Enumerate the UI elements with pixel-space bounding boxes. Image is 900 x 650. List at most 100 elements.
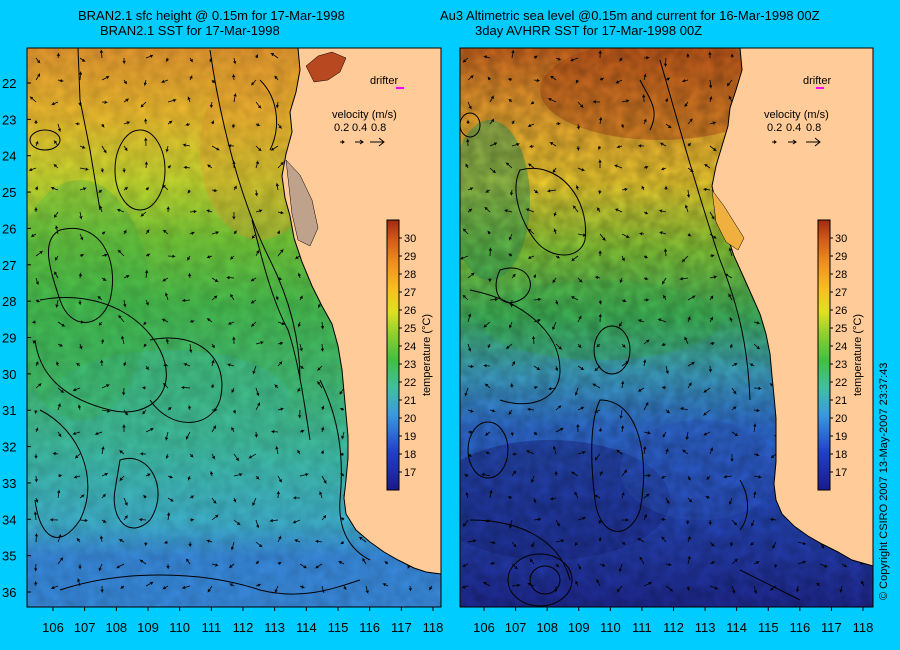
- velocity-arrow: [316, 380, 323, 389]
- velocity-arrow: [463, 474, 469, 478]
- lat-tick-label: 23: [2, 112, 16, 127]
- left-map-frame: [26, 47, 442, 608]
- velocity-arrow: [382, 583, 389, 587]
- velocity-arrow: [140, 211, 147, 218]
- velocity-arrow: [489, 167, 497, 174]
- velocity-arrow: [819, 563, 829, 568]
- velocity-arrow: [643, 431, 652, 435]
- velocity-arrow: [709, 275, 718, 279]
- velocity-arrow: [704, 495, 711, 499]
- velocity-arrow: [187, 475, 191, 481]
- velocity-arrow: [547, 98, 557, 103]
- velocity-arrow: [577, 516, 587, 521]
- velocity-arrow: [751, 519, 755, 527]
- velocity-arrow: [274, 585, 279, 594]
- velocity-arrow: [577, 563, 582, 570]
- velocity-arrow: [706, 475, 711, 481]
- velocity-arrow: [730, 541, 734, 548]
- velocity-arrow: [211, 119, 214, 125]
- velocity-arrow: [116, 563, 125, 569]
- velocity-arrow: [599, 116, 603, 125]
- colorbar-tick-label: 22: [404, 377, 416, 389]
- velocity-arrow: [180, 385, 191, 390]
- colorbar-tick-label: 22: [835, 377, 847, 389]
- velocity-arrow: [684, 101, 689, 108]
- velocity-arrow: [53, 164, 59, 169]
- velocity-arrow: [101, 519, 107, 523]
- velocity-arrow: [34, 454, 38, 460]
- velocity-arrow: [296, 449, 301, 455]
- velocity-arrow: [320, 343, 325, 353]
- colorbar-tick-label: 23: [404, 359, 416, 371]
- velocity-arrow: [383, 561, 389, 565]
- velocity-arrow: [598, 313, 602, 323]
- velocity-arrow: [553, 211, 557, 217]
- velocity-arrow: [122, 167, 126, 174]
- velocity-arrow: [251, 321, 257, 328]
- velocity-arrow: [665, 448, 669, 455]
- velocity-arrow: [554, 470, 558, 477]
- velocity-arrow: [533, 297, 542, 302]
- velocity-arrow: [615, 79, 623, 84]
- velocity-arrow: [142, 494, 147, 499]
- velocity-arrow: [643, 276, 649, 280]
- velocity-arrow: [79, 167, 90, 171]
- velocity-arrow: [643, 255, 649, 259]
- velocity-arrow: [34, 206, 38, 212]
- velocity-arrow: [665, 77, 671, 81]
- velocity-arrow: [189, 209, 198, 214]
- velocity-arrow: [205, 209, 213, 213]
- velocity-arrow: [57, 556, 64, 565]
- left-colorbar-label: temperature (°C): [421, 314, 433, 396]
- velocity-arrow: [467, 343, 472, 352]
- velocity-arrow: [549, 75, 557, 81]
- lon-tick-label: 106: [42, 620, 64, 635]
- velocity-arrow: [571, 255, 579, 262]
- velocity-arrow: [122, 57, 126, 65]
- colorbar-tick-label: 20: [404, 413, 416, 425]
- velocity-arrow: [72, 387, 81, 392]
- velocity-arrow: [753, 490, 757, 499]
- velocity-arrow: [206, 164, 213, 169]
- velocity-arrow: [555, 427, 564, 433]
- velocity-arrow: [684, 336, 689, 345]
- velocity-arrow: [101, 445, 105, 455]
- velocity-arrow: [483, 206, 491, 213]
- velocity-arrow: [183, 165, 191, 170]
- velocity-arrow: [209, 101, 214, 109]
- velocity-arrow: [29, 96, 37, 103]
- velocity-arrow: [709, 294, 714, 301]
- velocity-arrow: [255, 475, 260, 480]
- velocity-arrow: [483, 321, 491, 329]
- velocity-arrow: [252, 365, 257, 375]
- colorbar-tick-label: 24: [404, 341, 416, 353]
- velocity-arrow: [661, 386, 667, 390]
- velocity-arrow: [340, 541, 345, 545]
- velocity-arrow: [297, 321, 301, 328]
- velocity-arrow: [482, 364, 491, 368]
- velocity-arrow: [533, 431, 538, 436]
- lon-tick-label: 111: [632, 620, 652, 635]
- velocity-arrow: [144, 160, 148, 169]
- velocity-arrow: [621, 380, 625, 389]
- velocity-arrow: [101, 231, 106, 235]
- velocity-arrow: [232, 73, 236, 81]
- velocity-arrow: [576, 145, 580, 152]
- velocity-arrow: [687, 497, 693, 503]
- lon-tick-label: 113: [264, 620, 285, 635]
- velocity-arrow: [49, 518, 59, 522]
- velocity-arrow: [727, 293, 733, 301]
- velocity-arrow: [117, 249, 125, 257]
- velocity-arrow: [637, 144, 645, 148]
- velocity-arrow: [277, 248, 284, 257]
- velocity-arrow: [255, 249, 260, 257]
- velocity-arrow: [487, 76, 491, 81]
- velocity-arrow: [98, 189, 103, 194]
- velocity-arrow: [577, 314, 582, 323]
- colorbar-tick-label: 21: [404, 395, 416, 407]
- velocity-arrow: [533, 55, 538, 59]
- velocity-arrow: [637, 387, 645, 393]
- velocity-arrow: [255, 341, 265, 345]
- velocity-arrow: [636, 538, 645, 543]
- velocity-arrow: [466, 138, 470, 147]
